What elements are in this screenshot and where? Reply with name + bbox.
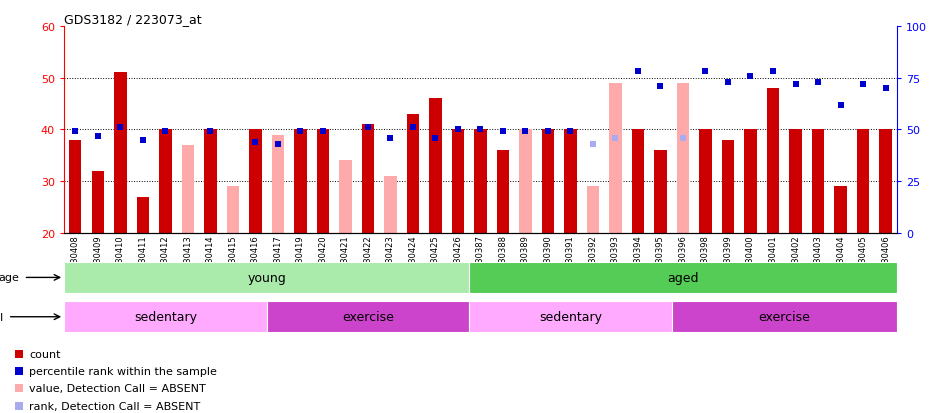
Text: age: age xyxy=(0,273,19,283)
Bar xyxy=(722,140,734,233)
Text: aged: aged xyxy=(667,271,699,284)
Text: GDS3182 / 223073_at: GDS3182 / 223073_at xyxy=(64,13,202,26)
Bar xyxy=(587,187,599,233)
Text: count: count xyxy=(29,349,60,359)
Bar xyxy=(339,161,351,233)
Text: sedentary: sedentary xyxy=(539,311,602,323)
Bar xyxy=(64,301,267,332)
Bar xyxy=(182,145,194,233)
Bar xyxy=(609,83,622,233)
Text: sedentary: sedentary xyxy=(134,311,197,323)
Bar xyxy=(114,73,126,233)
Bar xyxy=(250,130,262,233)
Text: young: young xyxy=(247,271,286,284)
Bar xyxy=(204,130,217,233)
Bar xyxy=(64,262,469,293)
Bar xyxy=(699,130,711,233)
Bar xyxy=(407,114,419,233)
Bar xyxy=(469,262,897,293)
Bar xyxy=(519,130,531,233)
Bar xyxy=(676,83,690,233)
Bar xyxy=(632,130,644,233)
Text: percentile rank within the sample: percentile rank within the sample xyxy=(29,366,217,376)
Bar xyxy=(362,125,374,233)
Bar xyxy=(474,130,487,233)
Bar xyxy=(69,140,82,233)
Bar xyxy=(496,151,509,233)
Bar xyxy=(294,130,306,233)
Text: exercise: exercise xyxy=(342,311,394,323)
Bar xyxy=(137,197,149,233)
Bar xyxy=(789,130,802,233)
Bar xyxy=(91,171,104,233)
Bar xyxy=(879,130,892,233)
Text: value, Detection Call = ABSENT: value, Detection Call = ABSENT xyxy=(29,383,206,394)
Bar xyxy=(159,130,171,233)
Bar xyxy=(384,177,397,233)
Bar xyxy=(655,151,667,233)
Bar xyxy=(430,99,442,233)
Text: rank, Detection Call = ABSENT: rank, Detection Call = ABSENT xyxy=(29,401,201,411)
Bar xyxy=(469,301,672,332)
Bar xyxy=(857,130,869,233)
Bar xyxy=(227,187,239,233)
Bar xyxy=(564,130,577,233)
Text: exercise: exercise xyxy=(758,311,810,323)
Text: protocol: protocol xyxy=(0,312,3,322)
Bar xyxy=(812,130,824,233)
Bar xyxy=(267,301,469,332)
Bar xyxy=(452,130,464,233)
Bar xyxy=(835,187,847,233)
Bar xyxy=(271,135,284,233)
Bar xyxy=(317,130,329,233)
Bar xyxy=(542,130,554,233)
Bar xyxy=(767,89,779,233)
Bar xyxy=(672,301,897,332)
Bar xyxy=(744,130,756,233)
